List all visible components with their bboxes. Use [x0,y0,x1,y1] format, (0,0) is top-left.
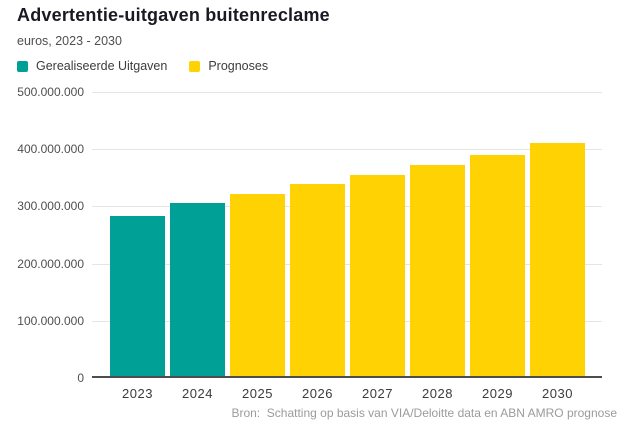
bar-2029[interactable] [470,155,525,376]
y-tick-label: 400.000.000 [17,142,84,157]
legend-label-gerealiseerde-uitgaven: Gerealiseerde Uitgaven [36,59,168,73]
gridline [92,149,602,150]
x-tick-label: 2030 [542,386,573,401]
bar-2027[interactable] [350,175,405,376]
bar-2023[interactable] [110,216,165,376]
gridline [92,321,602,322]
gridline [92,206,602,207]
x-tick-label: 2025 [242,386,273,401]
gridline [92,264,602,265]
legend-item-gerealiseerde-uitgaven: Gerealiseerde Uitgaven [17,59,167,73]
x-tick-label: 2029 [482,386,513,401]
bar-2030[interactable] [530,143,585,376]
y-tick-label: 500.000.000 [17,85,84,99]
y-tick-label: 300.000.000 [17,199,84,214]
legend: Gerealiseerde Uitgaven Prognoses [17,59,268,73]
gridline [92,92,602,93]
x-tick-label: 2028 [422,386,453,401]
legend-item-prognoses: Prognoses [189,59,268,73]
x-tick-label: 2027 [362,386,393,401]
bar-2028[interactable] [410,165,465,376]
legend-label-prognoses: Prognoses [208,59,269,73]
bar-2025[interactable] [230,194,285,376]
legend-swatch-gerealiseerde-uitgaven [17,60,28,72]
y-tick-label: 200.000.000 [17,256,84,271]
plot-area [92,92,602,378]
legend-swatch-prognoses [189,60,201,72]
chart-title: Advertentie-uitgaven buitenreclame [17,5,330,25]
y-tick-label: 100.000.000 [17,313,84,328]
x-tick-label: 2026 [302,386,333,401]
bar-2024[interactable] [170,203,225,376]
bar-2026[interactable] [290,184,345,376]
x-tick-label: 2023 [122,386,153,401]
x-tick-label: 2024 [182,386,213,401]
source-note: Bron: Schatting op basis van VIA/Deloitt… [231,406,617,420]
chart-subtitle: euros, 2023 - 2030 [17,34,122,48]
y-tick-label: 0 [77,371,84,385]
